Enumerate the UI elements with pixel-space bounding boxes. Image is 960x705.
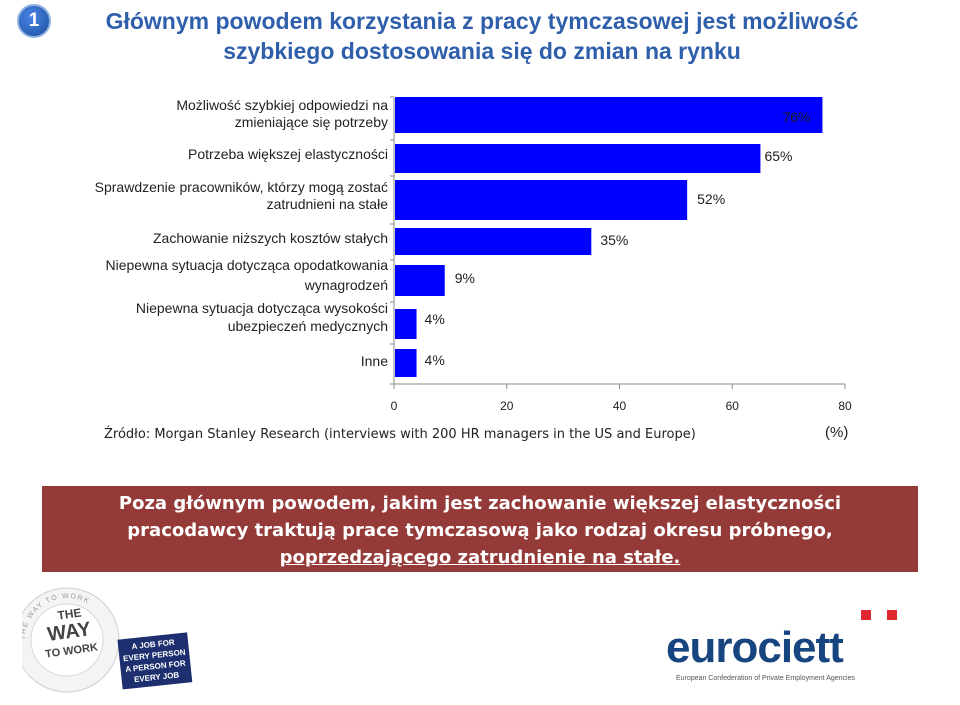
category-label: Możliwość szybkiej odpowiedzi na [176, 97, 388, 113]
category-label: Niepewna sytuacja dotycząca opodatkowani… [105, 257, 388, 273]
value-label: 4% [425, 352, 445, 368]
title-line-1: Głównym powodem korzystania z pracy tymc… [105, 8, 859, 34]
bar-chart: 0 20 40 60 80 Możliwość szybkiej odpowiedzi n… [95, 96, 852, 413]
bar [395, 144, 761, 173]
x-tick-label: 80 [838, 399, 852, 413]
slide-number: 1 [28, 10, 40, 31]
eurociett-logo: eurociett European Confederation of Priv… [666, 610, 897, 682]
value-label: 9% [455, 270, 475, 286]
category-label: zatrudnieni na stałe [267, 196, 389, 212]
x-tick-label: 60 [726, 399, 740, 413]
bar [395, 180, 688, 220]
category-label: Potrzeba większej elastyczności [188, 146, 388, 162]
source-note: Źródło: Morgan Stanley Research (intervi… [104, 427, 696, 442]
the-way-to-work-logo: THE WAY TO WORK THE WAY TO WORK A JOB FO… [22, 587, 193, 693]
x-tick-label: 20 [500, 399, 514, 413]
category-label: wynagrodzeń [304, 277, 388, 293]
category-label: Inne [361, 353, 388, 369]
x-tick-label: 0 [391, 399, 398, 413]
value-label: 4% [425, 311, 445, 327]
x-tick-label: 40 [613, 399, 627, 413]
eurociett-tagline: European Confederation of Private Employ… [676, 675, 855, 682]
title-line-2: szybkiego dostosowania się do zmian na r… [223, 38, 741, 64]
category-label: zmieniające się potrzeby [235, 114, 388, 130]
category-label: Sprawdzenie pracowników, którzy mogą zos… [95, 179, 388, 195]
category-label: Niepewna sytuacja dotycząca wysokości [136, 300, 388, 316]
value-label: 35% [600, 232, 628, 248]
banner-line-2: pracodawcy traktują prace tymczasową jak… [127, 520, 833, 541]
banner-line-1: Poza głównym powodem, jakim jest zachowa… [118, 493, 842, 514]
slide-title: Głównym powodem korzystania z pracy tymc… [72, 6, 892, 66]
eurociett-wordmark: eurociett [666, 623, 844, 672]
bar [395, 349, 417, 377]
value-label: 52% [697, 191, 725, 207]
bar [395, 309, 417, 339]
banner-line-3: poprzedzającego zatrudnienie na stałe. [279, 547, 681, 568]
value-label: 65% [764, 148, 792, 164]
slide-number-badge: 1 [17, 4, 51, 38]
value-label: 76% [782, 109, 810, 125]
bar [395, 265, 445, 296]
summary-banner: Poza głównym powodem, jakim jest zachowa… [42, 486, 918, 572]
logo-word-the: THE [57, 605, 83, 622]
bar [395, 97, 823, 133]
category-label: ubezpieczeń medycznych [228, 318, 388, 334]
bar [395, 228, 592, 255]
category-label: Zachowanie niższych kosztów stałych [153, 230, 388, 246]
unit-label: (%) [825, 424, 849, 441]
